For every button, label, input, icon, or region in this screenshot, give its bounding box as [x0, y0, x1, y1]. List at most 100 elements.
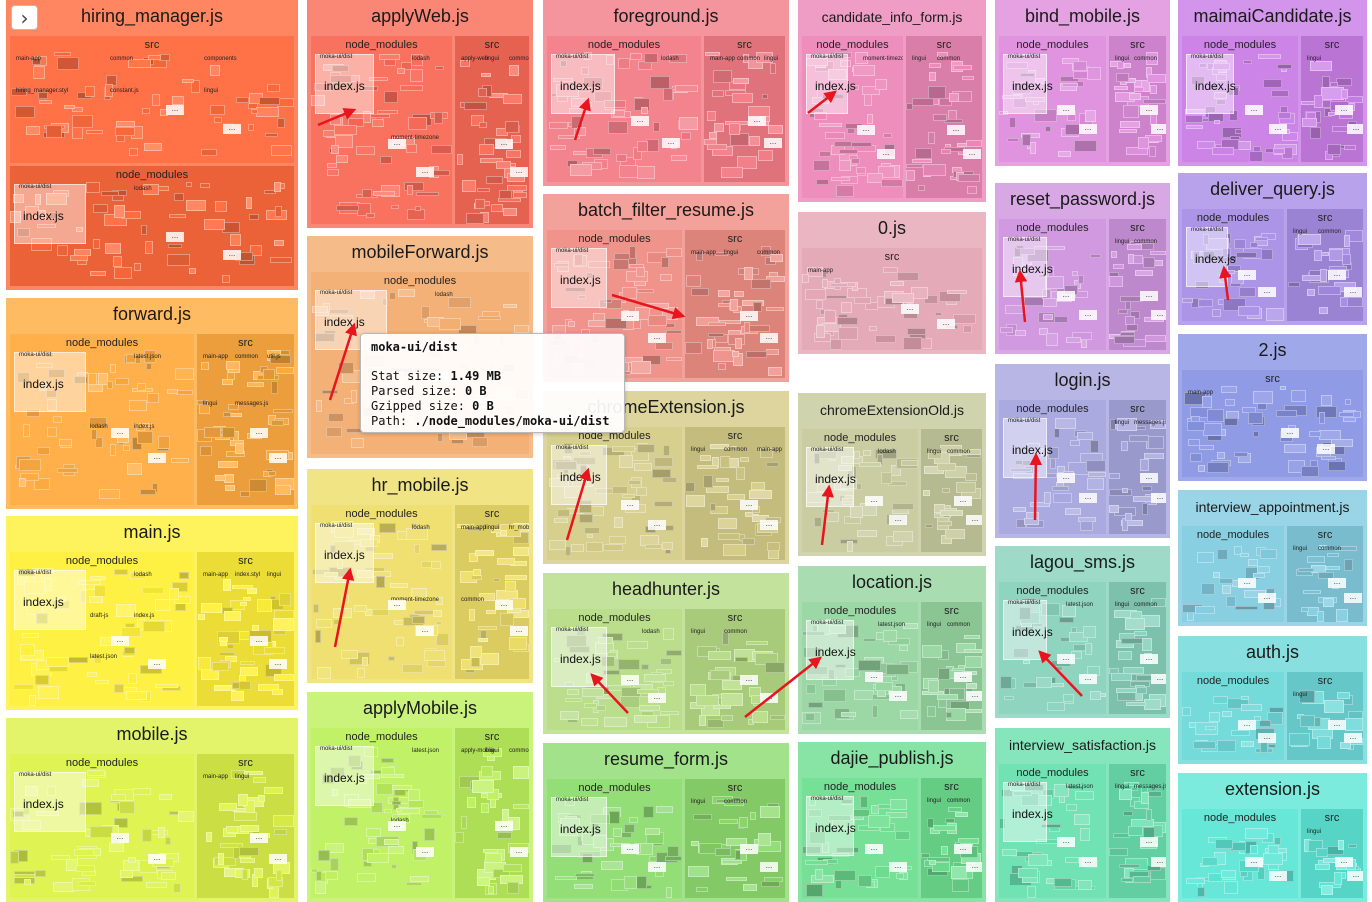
module-cell[interactable] [311, 95, 325, 106]
module-cell[interactable] [479, 122, 487, 128]
module-cell[interactable] [26, 409, 40, 417]
module-cell[interactable] [850, 506, 863, 518]
collapsed-modules[interactable]: ... [954, 672, 972, 682]
module-cell[interactable] [586, 542, 603, 552]
module-cell[interactable] [186, 200, 206, 211]
module-cell[interactable] [636, 267, 645, 277]
module-cell[interactable] [708, 651, 731, 660]
module-cell[interactable] [481, 766, 493, 777]
module-cell[interactable] [708, 322, 726, 326]
module-cell[interactable] [330, 545, 336, 553]
module-cell[interactable] [770, 715, 785, 720]
module-cell[interactable] [691, 841, 699, 846]
module-cell[interactable] [437, 433, 443, 442]
module-cell[interactable] [1013, 507, 1026, 512]
module-cell[interactable] [373, 191, 395, 196]
module-cell[interactable] [38, 686, 59, 699]
collapsed-modules[interactable]: ... [947, 125, 965, 135]
module-cell[interactable] [628, 480, 641, 485]
module-cell[interactable] [685, 342, 702, 354]
module-cell[interactable] [726, 838, 747, 846]
module-cell[interactable] [1016, 245, 1024, 249]
module-cell[interactable] [577, 127, 586, 136]
module-cell[interactable] [1222, 585, 1231, 594]
module-cell[interactable] [475, 550, 494, 556]
collapsed-modules[interactable]: ... [1328, 720, 1346, 730]
module-cell[interactable] [25, 206, 39, 215]
module-cell[interactable] [809, 831, 826, 844]
group-node-modules[interactable]: node_modules moka-ui/dist index.js latest.j… [311, 728, 452, 898]
group-src[interactable]: src lingui...... [1287, 672, 1363, 760]
module-cell[interactable] [416, 192, 439, 196]
module-cell[interactable] [1087, 478, 1104, 490]
module-cell[interactable] [666, 248, 682, 257]
collapsed-modules[interactable]: ... [250, 833, 268, 843]
module-cell[interactable] [91, 429, 97, 440]
module-cell[interactable] [721, 715, 733, 721]
module-cell[interactable] [912, 159, 932, 163]
module-cell[interactable] [513, 804, 529, 809]
module-cell[interactable] [471, 657, 480, 667]
module-cell[interactable] [814, 453, 820, 464]
module-cell[interactable] [27, 602, 43, 615]
module-cell[interactable] [79, 802, 102, 815]
module-cell[interactable] [1140, 459, 1149, 471]
module-cell[interactable] [503, 864, 522, 872]
module-cell[interactable] [1134, 631, 1147, 636]
module-cell[interactable] [1000, 676, 1012, 689]
module-cell[interactable] [1230, 283, 1241, 287]
module-cell[interactable] [424, 828, 435, 841]
module-cell[interactable] [333, 619, 340, 625]
module-cell[interactable] [1080, 521, 1093, 531]
collapsed-modules[interactable]: ... [1269, 871, 1287, 881]
module-cell[interactable] [1086, 460, 1106, 472]
module-cell[interactable] [1195, 281, 1209, 289]
module-cell[interactable] [128, 857, 136, 863]
module-cell[interactable] [1054, 878, 1072, 887]
module-cell[interactable] [618, 58, 630, 69]
module-cell[interactable] [354, 605, 367, 612]
module-cell[interactable] [1109, 276, 1123, 287]
module-cell[interactable] [367, 853, 389, 863]
module-cell[interactable] [72, 115, 93, 128]
module-cell[interactable] [384, 91, 398, 103]
module-cell[interactable] [259, 97, 280, 105]
group-src[interactable]: src lingui common...... [1287, 526, 1363, 622]
module-cell[interactable] [503, 304, 517, 308]
module-cell[interactable] [415, 206, 421, 211]
sidebar-toggle-button[interactable]: › [11, 5, 38, 30]
module-cell[interactable] [686, 495, 705, 507]
module-cell[interactable] [823, 689, 846, 702]
module-cell[interactable] [1276, 410, 1297, 417]
module-cell[interactable] [1088, 472, 1106, 477]
module-cell[interactable] [394, 789, 406, 796]
group-node-modules[interactable]: node_modules moka-ui/dist index.js latest.j… [999, 582, 1106, 714]
module-cell[interactable] [414, 610, 435, 615]
module-cell[interactable] [382, 298, 388, 306]
module-cell[interactable] [825, 132, 845, 139]
module-cell[interactable] [402, 664, 423, 673]
module-cell[interactable] [1329, 249, 1343, 261]
collapsed-modules[interactable]: ... [1057, 105, 1075, 115]
module-cell[interactable] [637, 166, 655, 179]
module-cell[interactable] [751, 279, 771, 289]
module-cell[interactable] [1214, 92, 1227, 99]
collapsed-modules[interactable]: ... [1347, 871, 1363, 881]
module-cell[interactable] [1327, 144, 1341, 155]
module-cell[interactable] [851, 142, 872, 147]
module-cell[interactable] [828, 69, 847, 80]
module-moka-ui-dist[interactable]: moka-ui/dist index.js [315, 746, 374, 806]
module-cell[interactable] [574, 254, 583, 266]
module-cell[interactable] [729, 123, 740, 135]
module-cell[interactable] [718, 518, 737, 529]
module-cell[interactable] [271, 420, 284, 426]
module-cell[interactable] [362, 657, 368, 666]
module-cell[interactable] [51, 855, 70, 860]
module-cell[interactable] [1119, 789, 1132, 800]
module-cell[interactable] [806, 884, 823, 897]
module-cell[interactable] [1116, 73, 1129, 82]
group-node-modules[interactable]: node_modules moka-ui/dist index.js...... [999, 36, 1106, 162]
module-cell[interactable] [228, 404, 239, 410]
module-cell[interactable] [1186, 125, 1203, 129]
module-cell[interactable] [85, 86, 95, 97]
